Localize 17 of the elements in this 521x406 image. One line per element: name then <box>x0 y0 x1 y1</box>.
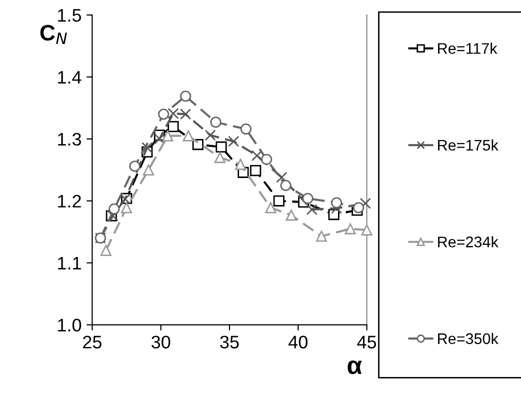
y-axis-title: C$_{N}$ <box>40 24 67 44</box>
y-tick-label: 1.3 <box>58 132 82 146</box>
y-tick-label: 1.5 <box>58 9 82 22</box>
x-tick-label: 30 <box>152 336 170 348</box>
x-tick-label: 40 <box>288 336 308 348</box>
x-tick-label: 25 <box>83 336 102 348</box>
x-axis-title: α <box>348 360 362 374</box>
legend-label: Re=350k <box>438 332 498 344</box>
legend-label: Re=234k <box>438 236 498 248</box>
legend-label: Re=117k <box>438 42 498 54</box>
legend-label: Re=175k <box>438 139 498 151</box>
y-tick-label: 1.1 <box>58 256 81 270</box>
y-tick-label: 1.0 <box>58 318 82 332</box>
y-tick-label: 1.4 <box>58 71 82 84</box>
x-tick-label: 45 <box>357 336 376 348</box>
y-tick-label: 1.2 <box>58 194 81 208</box>
x-tick-label: 35 <box>220 336 239 348</box>
